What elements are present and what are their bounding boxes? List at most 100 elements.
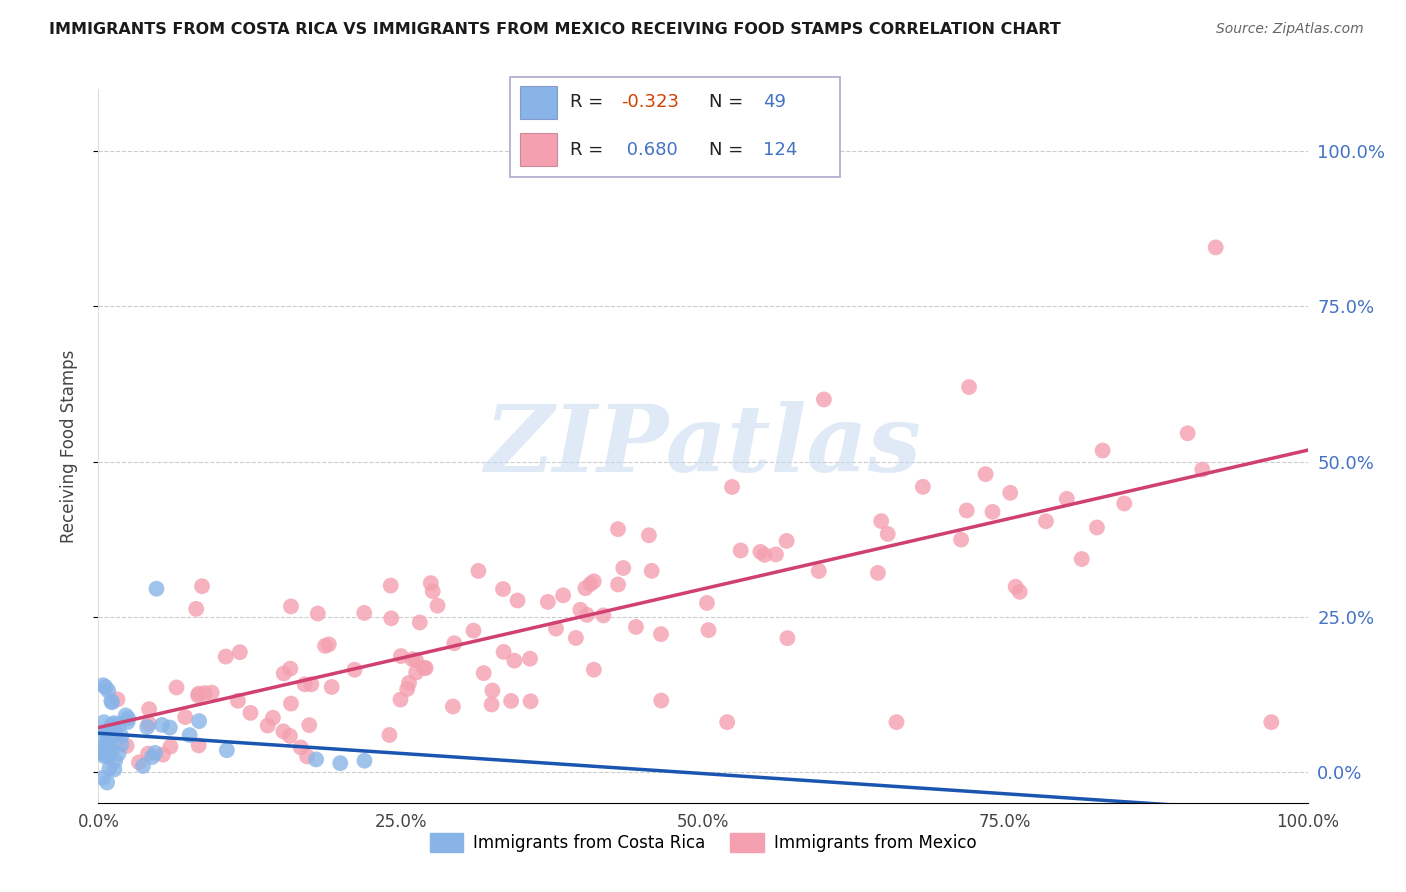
Point <box>492 582 515 596</box>
Point <box>97 683 120 698</box>
Point <box>696 596 718 610</box>
Point <box>97 748 120 763</box>
Point <box>1008 584 1031 599</box>
Point <box>1191 462 1213 476</box>
Point <box>104 727 127 741</box>
Point <box>575 607 598 622</box>
Point <box>262 711 284 725</box>
Bar <box>520 133 557 166</box>
Point <box>187 739 209 753</box>
Point <box>481 698 503 712</box>
Point <box>294 677 316 691</box>
Text: R =: R = <box>571 94 603 112</box>
Point <box>579 577 602 591</box>
Point <box>553 588 575 602</box>
Point <box>115 739 138 753</box>
Point <box>117 714 139 729</box>
Point <box>463 624 485 638</box>
Point <box>143 746 166 760</box>
Point <box>278 662 301 676</box>
Point <box>405 665 427 680</box>
Text: R =: R = <box>571 141 603 159</box>
Point <box>472 666 495 681</box>
Point <box>93 715 115 730</box>
Point <box>650 627 672 641</box>
Point <box>201 685 224 699</box>
Point <box>467 564 489 578</box>
Point <box>380 611 402 625</box>
Point <box>91 678 114 692</box>
Point <box>419 576 441 591</box>
Point <box>93 747 115 761</box>
Point <box>100 694 122 708</box>
Point <box>314 639 336 653</box>
Point <box>108 717 131 731</box>
Point <box>226 694 249 708</box>
Point <box>295 749 318 764</box>
Point <box>278 729 301 743</box>
Point <box>94 680 117 694</box>
Point <box>574 581 596 595</box>
Point <box>321 680 343 694</box>
Point <box>378 728 401 742</box>
Point <box>624 620 647 634</box>
Point <box>492 645 515 659</box>
Point <box>138 716 160 731</box>
Point <box>638 528 661 542</box>
Text: IMMIGRANTS FROM COSTA RICA VS IMMIGRANTS FROM MEXICO RECEIVING FOOD STAMPS CORRE: IMMIGRANTS FROM COSTA RICA VS IMMIGRANTS… <box>49 22 1062 37</box>
Point <box>422 584 444 599</box>
Point <box>136 747 159 761</box>
Point <box>101 717 124 731</box>
Point <box>104 728 127 742</box>
Point <box>765 548 787 562</box>
Point <box>174 710 197 724</box>
Point <box>329 756 352 771</box>
Point <box>544 622 567 636</box>
Point <box>353 606 375 620</box>
Point <box>1205 240 1227 254</box>
Point <box>166 681 188 695</box>
Point <box>152 747 174 762</box>
Point <box>239 706 262 720</box>
Text: -0.323: -0.323 <box>621 94 679 112</box>
Point <box>607 522 630 536</box>
Point <box>380 578 402 592</box>
Legend: Immigrants from Costa Rica, Immigrants from Mexico: Immigrants from Costa Rica, Immigrants f… <box>423 826 983 859</box>
Point <box>721 480 744 494</box>
Point <box>107 692 129 706</box>
Point <box>215 743 238 757</box>
Point <box>565 631 588 645</box>
Point <box>280 599 302 614</box>
Point <box>305 752 328 766</box>
Point <box>389 692 412 706</box>
Point <box>159 721 181 735</box>
Point <box>426 599 449 613</box>
Point <box>150 718 173 732</box>
Point <box>103 763 125 777</box>
Point <box>114 708 136 723</box>
Point <box>215 649 238 664</box>
Point <box>981 505 1004 519</box>
Point <box>582 574 605 589</box>
Point <box>813 392 835 407</box>
Point <box>110 738 132 752</box>
Point <box>159 739 181 754</box>
FancyBboxPatch shape <box>509 77 841 178</box>
Point <box>582 663 605 677</box>
Point <box>749 545 772 559</box>
Point <box>98 762 121 776</box>
Point <box>807 564 830 578</box>
Point <box>229 645 252 659</box>
Point <box>398 676 420 690</box>
Point <box>188 714 211 728</box>
Point <box>141 750 163 764</box>
Text: Source: ZipAtlas.com: Source: ZipAtlas.com <box>1216 22 1364 37</box>
Point <box>299 677 322 691</box>
Point <box>519 651 541 665</box>
Point <box>186 602 208 616</box>
Point <box>641 564 664 578</box>
Point <box>273 666 295 681</box>
Text: 124: 124 <box>762 141 797 159</box>
Point <box>90 741 112 756</box>
Point <box>506 593 529 607</box>
